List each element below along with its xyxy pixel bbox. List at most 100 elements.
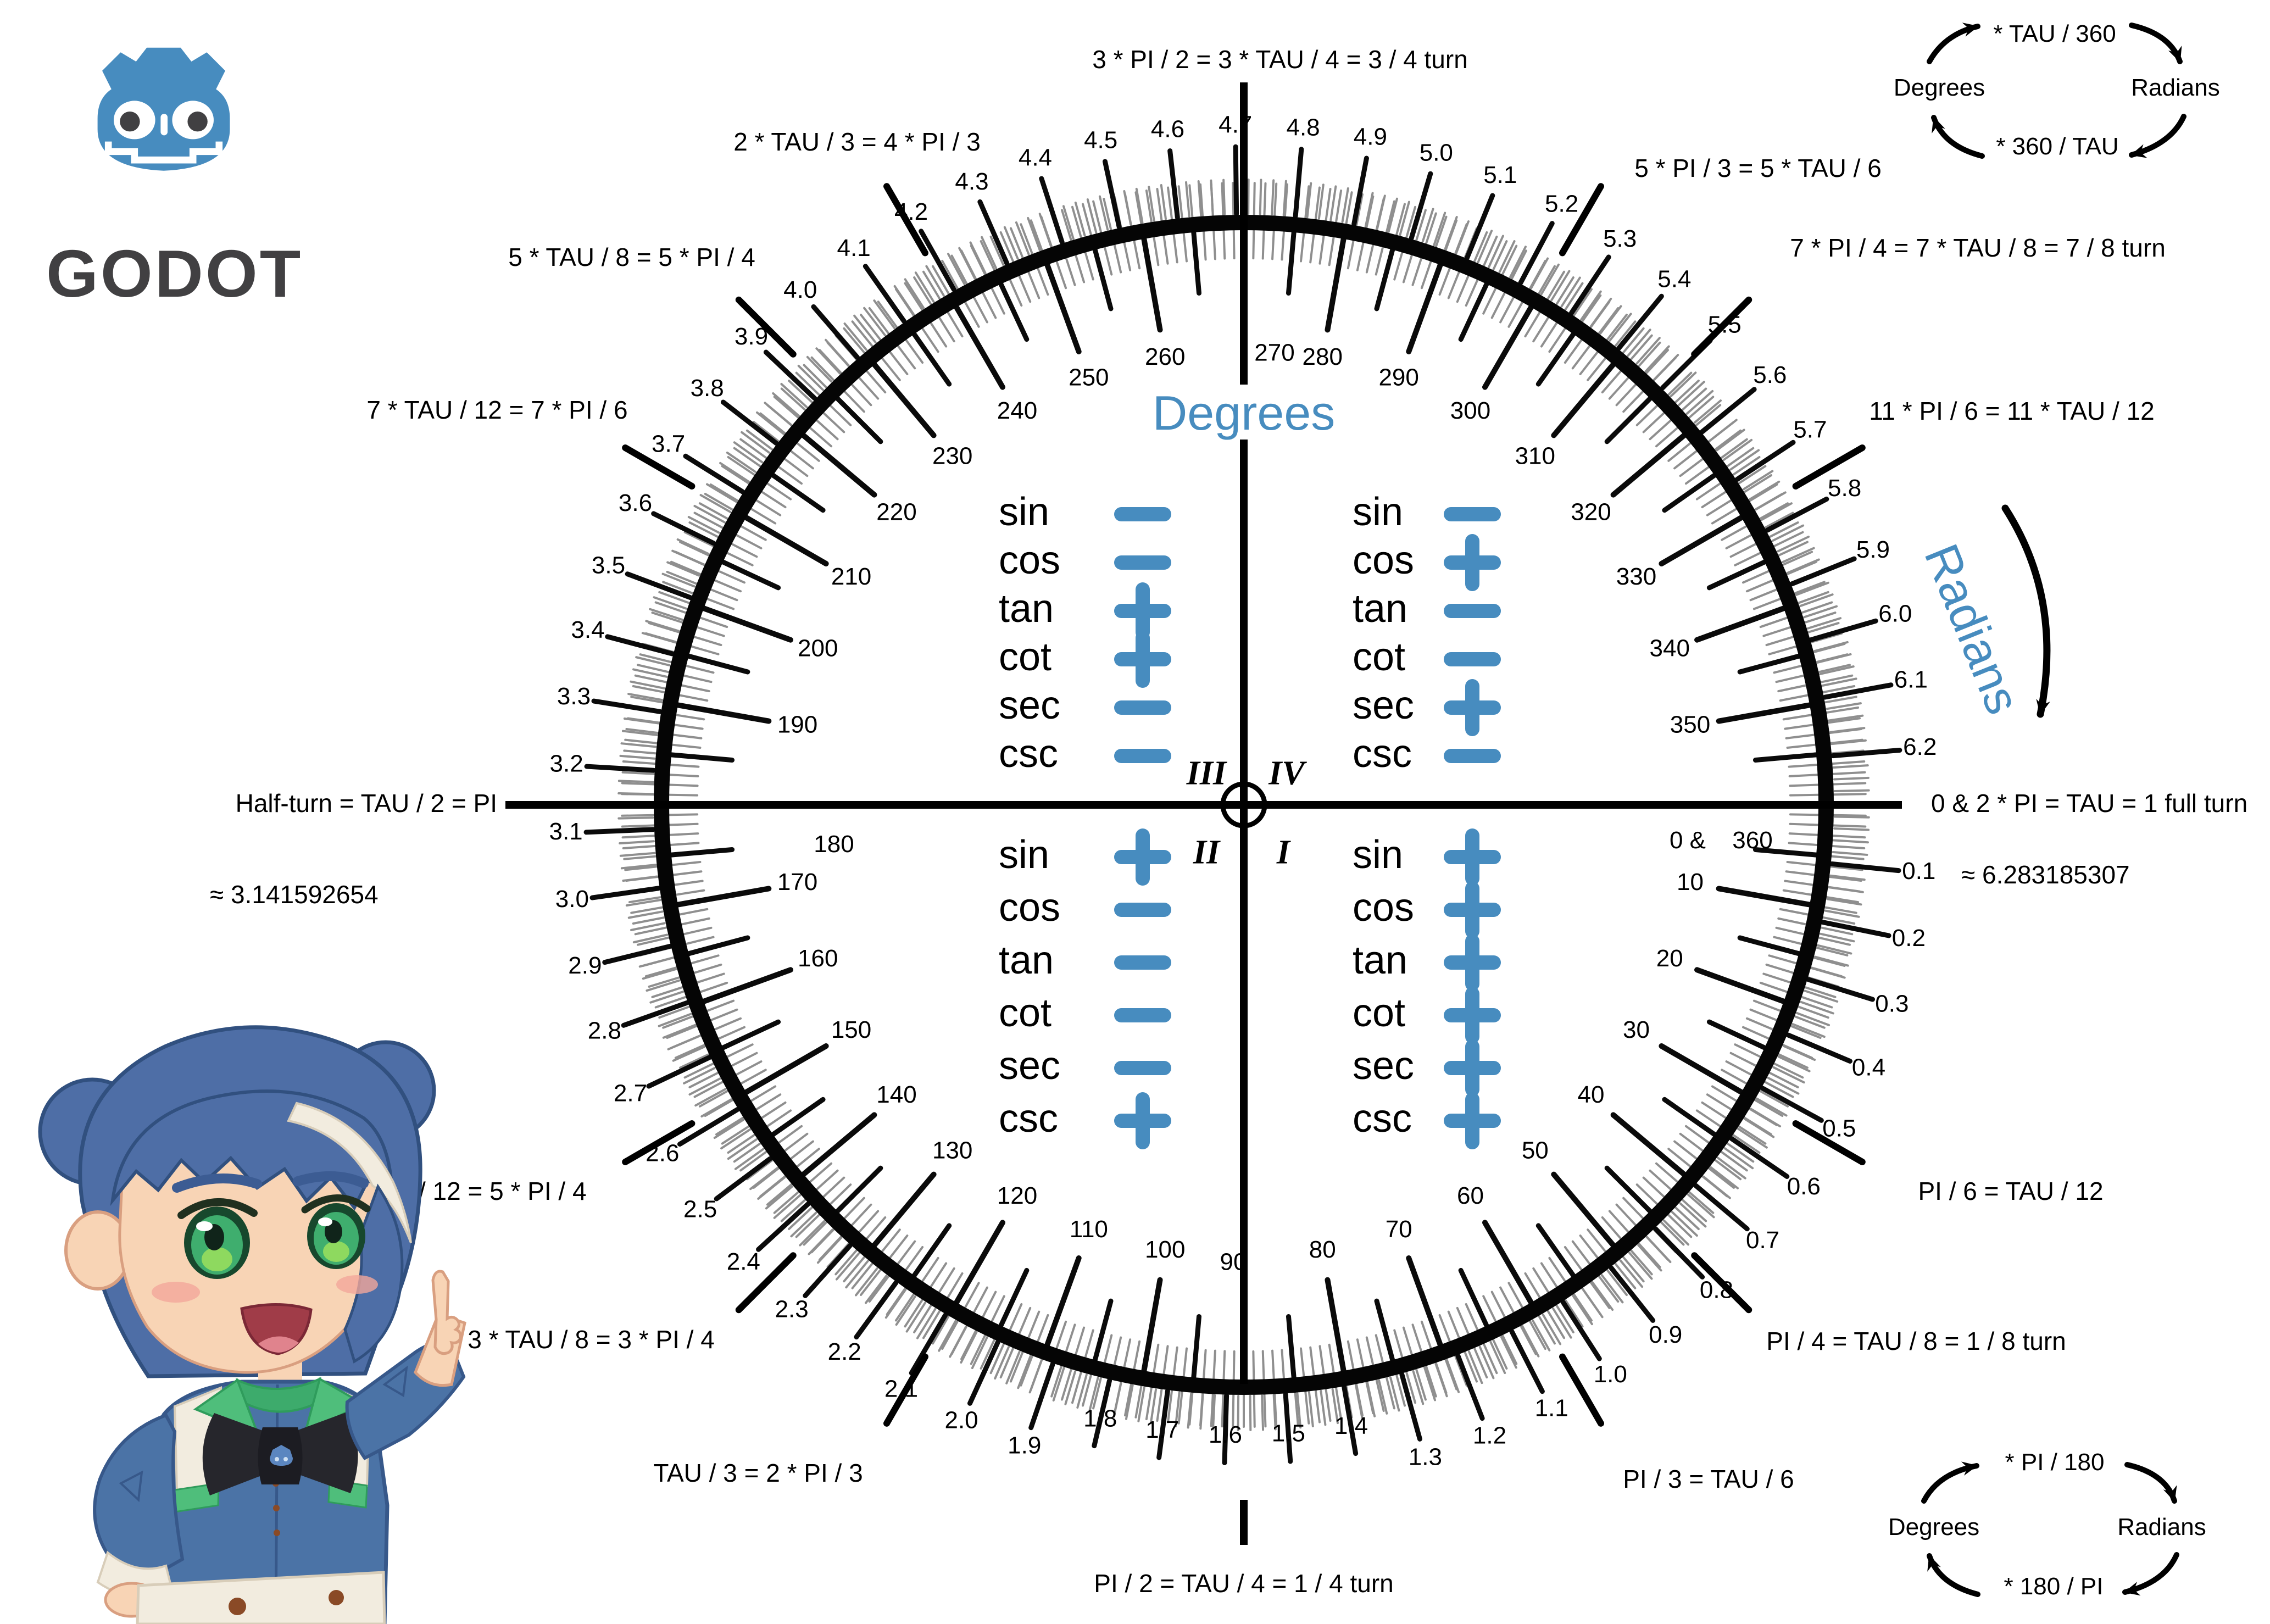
radian-minor-tick — [661, 572, 696, 588]
radian-minor-tick — [1832, 850, 1868, 856]
degree-medium-tick — [998, 1267, 1030, 1328]
trig-fn-csc-IV: csc — [1353, 732, 1412, 776]
radian-minor-tick — [845, 1260, 869, 1289]
radian-label-3.8: 3.8 — [691, 375, 724, 402]
half-turn-label: Half-turn = TAU / 2 = PI — [235, 789, 497, 817]
radian-minor-tick — [617, 816, 654, 820]
radian-minor-tick — [1489, 1341, 1506, 1375]
radian-minor-tick — [855, 1267, 878, 1297]
radian-minor-tick — [1710, 1166, 1739, 1189]
minus-sign-icon — [1114, 749, 1171, 763]
trig-fn-sin-II: sin — [999, 833, 1050, 877]
radian-minor-tick — [688, 1077, 721, 1096]
radian-minor-tick — [1509, 246, 1527, 279]
radian-label-0.2: 0.2 — [1892, 925, 1926, 952]
trig-fn-csc-I: csc — [1353, 1097, 1412, 1141]
radian-minor-tick — [780, 382, 808, 408]
radian-minor-tick — [621, 730, 658, 736]
radian-minor-tick — [938, 1320, 957, 1352]
radian-label-4.3: 4.3 — [955, 168, 988, 195]
radian-major-tick — [1293, 147, 1304, 219]
minus-sign-icon — [1444, 604, 1501, 618]
degree-label-230: 230 — [932, 443, 972, 470]
radian-major-tick — [1760, 1086, 1824, 1123]
radian-minor-tick — [916, 1308, 937, 1339]
radian-minor-tick — [632, 933, 669, 944]
radian-minor-tick — [1271, 179, 1275, 216]
radian-minor-tick — [755, 411, 785, 435]
radian-minor-tick — [1832, 764, 1869, 769]
degree-major-tick — [675, 702, 772, 724]
radian-minor-tick — [1782, 1044, 1816, 1061]
radian-minor-tick — [617, 780, 654, 783]
radian-minor-tick — [1679, 1202, 1707, 1228]
radian-label-3.3: 3.3 — [557, 683, 591, 710]
radian-minor-tick — [646, 979, 681, 992]
degree-major-tick — [1610, 1112, 1687, 1177]
radian-minor-tick — [1662, 1219, 1690, 1246]
radian-minor-tick — [873, 299, 896, 330]
radian-label-1.6: 1.6 — [1209, 1421, 1242, 1448]
quadrant-numeral-I: I — [1276, 833, 1290, 871]
radian-major-tick — [621, 1000, 689, 1028]
blush-left — [152, 1282, 200, 1303]
radian-minor-tick — [1306, 182, 1312, 219]
radian-minor-tick — [773, 1194, 802, 1219]
radian-major-tick — [1693, 1183, 1750, 1232]
radian-minor-tick — [825, 338, 850, 366]
radian-major-tick — [1653, 1226, 1705, 1280]
trig-fn-sec-IV: sec — [1353, 683, 1415, 727]
radian-minor-tick — [1833, 776, 1870, 781]
minus-sign-icon — [1444, 652, 1501, 666]
radian-minor-tick — [719, 461, 750, 483]
radian-major-tick — [763, 349, 817, 401]
sleeve-detail — [382, 1365, 408, 1398]
callout-leader-9 — [1691, 1252, 1752, 1314]
radian-major-tick — [1560, 1299, 1602, 1361]
degree-medium-tick — [1737, 653, 1801, 675]
radian-minor-tick — [1112, 1382, 1122, 1418]
degree-label-160: 160 — [798, 945, 838, 972]
radian-label-4.5: 4.5 — [1084, 126, 1117, 153]
trig-fn-tan-I: tan — [1353, 938, 1408, 982]
radian-major-tick — [1830, 747, 1902, 759]
radian-minor-tick — [865, 1275, 888, 1304]
degree-medium-tick — [1752, 847, 1819, 858]
callout-label-3: 7 * TAU / 12 = 7 * PI / 6 — [366, 396, 627, 424]
radian-major-tick — [977, 199, 1010, 266]
belt-button — [329, 1590, 344, 1605]
radian-minor-tick — [625, 899, 662, 907]
arrow-degrees-to-factor-icon — [1927, 23, 1980, 64]
plus-sign-icon — [1444, 934, 1501, 991]
radian-minor-tick — [1076, 1373, 1088, 1409]
degree-label-100: 100 — [1145, 1236, 1185, 1263]
degree-major-tick — [1141, 236, 1163, 333]
cycle-degrees-label: Degrees — [1888, 1514, 1980, 1540]
radian-minor-tick — [627, 693, 664, 702]
degree-medium-tick — [1374, 1298, 1395, 1362]
radian-major-tick — [1283, 1392, 1293, 1464]
degree-medium-tick — [669, 752, 735, 763]
degree-medium-tick — [1535, 1223, 1576, 1278]
radian-label-0.7: 0.7 — [1746, 1227, 1779, 1254]
radian-minor-tick — [1627, 329, 1651, 357]
trig-fn-sin-I: sin — [1353, 833, 1404, 877]
radian-minor-tick — [1670, 371, 1697, 398]
degree-major-tick — [871, 1171, 937, 1248]
radian-minor-tick — [1829, 874, 1866, 881]
radian-label-3.0: 3.0 — [555, 886, 589, 913]
radian-minor-tick — [1777, 1055, 1811, 1072]
logo-pupil — [120, 112, 140, 132]
radian-minor-tick — [1423, 1366, 1437, 1401]
degree-major-tick — [743, 1043, 829, 1095]
degree-label-80: 80 — [1309, 1236, 1336, 1263]
degree-label-200: 200 — [798, 635, 838, 661]
eye-right — [301, 1194, 371, 1269]
radian-minor-tick — [630, 680, 666, 689]
degree-major-tick — [1406, 262, 1443, 354]
radian-minor-tick — [790, 1211, 817, 1238]
minus-sign-icon — [1114, 700, 1171, 715]
radian-label-1.9: 1.9 — [1008, 1432, 1041, 1459]
degree-medium-tick — [686, 935, 750, 956]
radian-major-tick — [646, 1055, 712, 1089]
